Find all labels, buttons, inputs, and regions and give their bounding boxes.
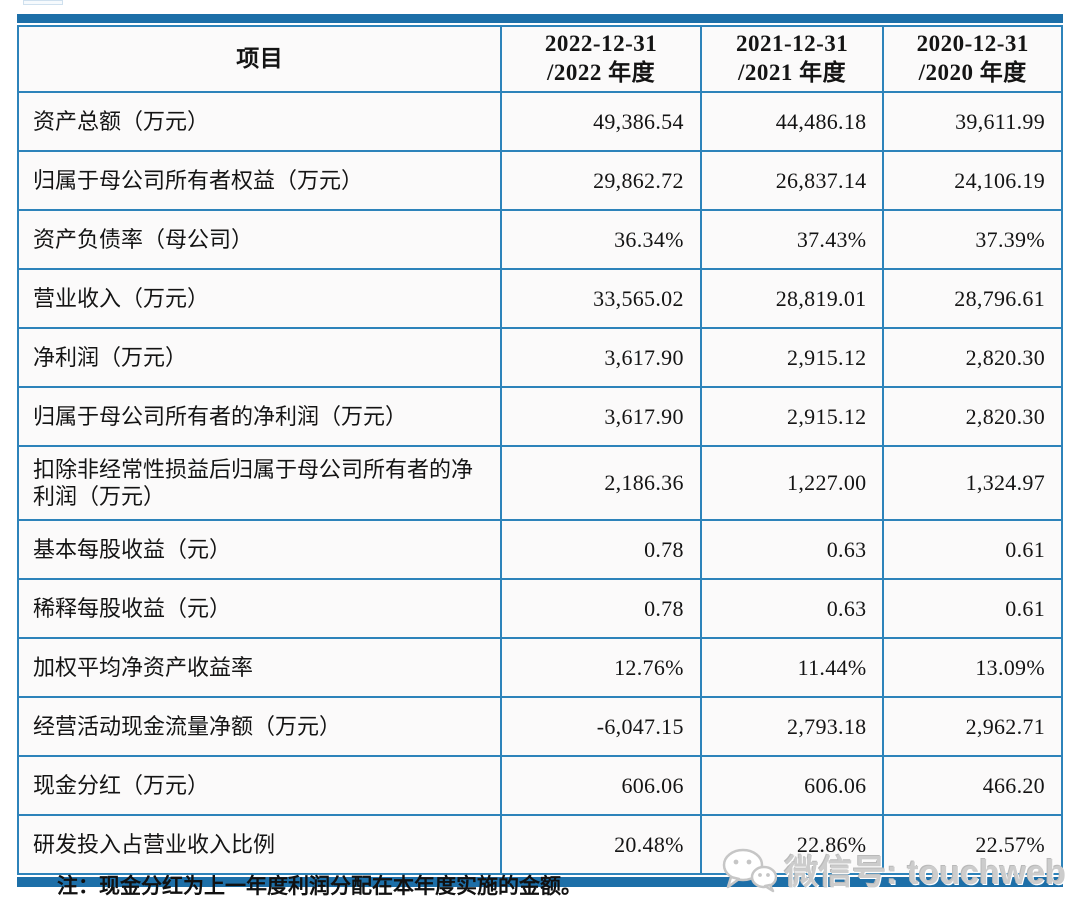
cell-value: 3,617.90: [500, 327, 702, 388]
row-label: 经营活动现金流量净额（万元）: [16, 696, 503, 757]
row-label: 基本每股收益（元）: [16, 519, 503, 580]
table-row: 基本每股收益（元） 0.78 0.63 0.61: [16, 519, 1063, 580]
cell-value: 2,186.36: [500, 445, 702, 521]
cell-value: 2,962.71: [882, 696, 1063, 757]
cell-value: 11.44%: [699, 637, 885, 698]
cell-value: 12.76%: [500, 637, 702, 698]
table-row: 扣除非经常性损益后归属于母公司所有者的净利润（万元） 2,186.36 1,22…: [16, 445, 1063, 521]
table-row: 研发投入占营业收入比例 20.48% 22.86% 22.57%: [16, 814, 1063, 875]
cell-value: 39,611.99: [882, 91, 1063, 152]
financial-summary-table: 项目 2022-12-31 /2022 年度 2021-12-31 /2021 …: [16, 14, 1063, 887]
cell-value: 36.34%: [500, 209, 702, 270]
cell-value: 29,862.72: [500, 150, 702, 211]
table-row: 归属于母公司所有者权益（万元） 29,862.72 26,837.14 24,1…: [16, 150, 1063, 211]
cell-value: 20.48%: [500, 814, 702, 875]
row-label: 现金分红（万元）: [16, 755, 503, 816]
table-row: 归属于母公司所有者的净利润（万元） 3,617.90 2,915.12 2,82…: [16, 386, 1063, 447]
row-label: 归属于母公司所有者的净利润（万元）: [16, 386, 503, 447]
row-label: 净利润（万元）: [16, 327, 503, 388]
cell-value: 24,106.19: [882, 150, 1063, 211]
row-label: 加权平均净资产收益率: [16, 637, 503, 698]
cell-value: 37.43%: [699, 209, 885, 270]
cell-value: 3,617.90: [500, 386, 702, 447]
cell-value: 37.39%: [882, 209, 1063, 270]
cell-value: 49,386.54: [500, 91, 702, 152]
cell-value: 28,796.61: [882, 268, 1063, 329]
cell-value: -6,047.15: [500, 696, 702, 757]
row-label: 研发投入占营业收入比例: [16, 814, 503, 875]
cell-value: 466.20: [882, 755, 1063, 816]
cell-value: 22.86%: [699, 814, 885, 875]
row-label: 营业收入（万元）: [16, 268, 503, 329]
table-header-row: 项目 2022-12-31 /2022 年度 2021-12-31 /2021 …: [16, 25, 1063, 93]
table-row: 经营活动现金流量净额（万元） -6,047.15 2,793.18 2,962.…: [16, 696, 1063, 757]
table-row: 资产负债率（母公司） 36.34% 37.43% 37.39%: [16, 209, 1063, 270]
cell-value: 0.78: [500, 578, 702, 639]
table-row: 营业收入（万元） 33,565.02 28,819.01 28,796.61: [16, 268, 1063, 329]
table-row: 现金分红（万元） 606.06 606.06 466.20: [16, 755, 1063, 816]
cell-value: 13.09%: [882, 637, 1063, 698]
cell-value: 0.63: [699, 519, 885, 580]
row-label: 稀释每股收益（元）: [16, 578, 503, 639]
row-label: 归属于母公司所有者权益（万元）: [16, 150, 503, 211]
cell-value: 1,324.97: [882, 445, 1063, 521]
row-label: 扣除非经常性损益后归属于母公司所有者的净利润（万元）: [16, 445, 503, 521]
table-row: 稀释每股收益（元） 0.78 0.63 0.61: [16, 578, 1063, 639]
table-row: 净利润（万元） 3,617.90 2,915.12 2,820.30: [16, 327, 1063, 388]
cell-value: 2,915.12: [699, 386, 885, 447]
cell-value: 44,486.18: [699, 91, 885, 152]
row-label: 资产负债率（母公司）: [16, 209, 503, 270]
table-row: 加权平均净资产收益率 12.76% 11.44% 13.09%: [16, 637, 1063, 698]
cropped-edge-artifact: [23, 0, 63, 5]
cell-value: 606.06: [699, 755, 885, 816]
cell-value: 1,227.00: [699, 445, 885, 521]
cell-value: 0.61: [882, 578, 1063, 639]
cell-value: 2,820.30: [882, 386, 1063, 447]
cell-value: 26,837.14: [699, 150, 885, 211]
cell-value: 2,915.12: [699, 327, 885, 388]
header-period-2021: 2021-12-31 /2021 年度: [699, 25, 885, 93]
header-period-2022: 2022-12-31 /2022 年度: [500, 25, 702, 93]
cell-value: 33,565.02: [500, 268, 702, 329]
cell-value: 0.78: [500, 519, 702, 580]
table-row: 资产总额（万元） 49,386.54 44,486.18 39,611.99: [16, 91, 1063, 152]
footnote: 注：现金分红为上一年度利润分配在本年度实施的金额。: [57, 875, 582, 898]
header-period-2020: 2020-12-31 /2020 年度: [882, 25, 1063, 93]
cell-value: 2,793.18: [699, 696, 885, 757]
cell-value: 0.63: [699, 578, 885, 639]
header-item-column: 项目: [16, 25, 503, 93]
cell-value: 2,820.30: [882, 327, 1063, 388]
cell-value: 22.57%: [882, 814, 1063, 875]
cell-value: 0.61: [882, 519, 1063, 580]
row-label: 资产总额（万元）: [16, 91, 503, 152]
cell-value: 28,819.01: [699, 268, 885, 329]
cell-value: 606.06: [500, 755, 702, 816]
